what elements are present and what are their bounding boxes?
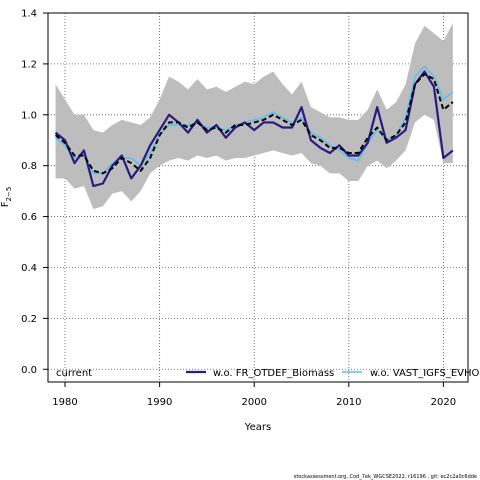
y-axis-title-main: F xyxy=(0,201,11,207)
series-lines xyxy=(54,65,454,188)
x-tick-label: 1990 xyxy=(147,397,172,408)
x-tick-label: 2020 xyxy=(431,397,456,408)
y-tick-label: 0.6 xyxy=(21,212,37,223)
plot-frame xyxy=(47,12,469,383)
confidence-band xyxy=(55,23,453,209)
y-tick-label: 0.0 xyxy=(21,365,37,376)
legend: current w.o. FR_OTDEF_Biomass w.o. VAST_… xyxy=(56,368,480,379)
y-tick-label: 0.4 xyxy=(21,263,37,274)
y-axis-title: F2−5 xyxy=(0,187,13,208)
y-tick-label: 0.2 xyxy=(21,314,37,325)
y-tick-label: 1.0 xyxy=(21,110,37,121)
x-tick-label: 1980 xyxy=(52,397,77,408)
x-tick-label: 2000 xyxy=(241,397,266,408)
y-tick-label: 0.8 xyxy=(21,161,37,172)
y-tick-label: 1.2 xyxy=(21,59,37,70)
x-axis: 1980 1990 2000 2010 2020 xyxy=(52,382,456,408)
legend-item-fr-otdef: w.o. FR_OTDEF_Biomass xyxy=(213,368,334,379)
x-axis-title: Years xyxy=(244,422,271,433)
footer-credit: stockassessment.org, Cod_7ek_WGCSE2022, … xyxy=(294,474,477,480)
series-line-current xyxy=(54,73,454,175)
y-axis-title-sub: 2−5 xyxy=(5,187,13,202)
confidence-band-area xyxy=(55,23,453,209)
series-line-fr-otdef xyxy=(54,70,454,188)
y-tick-label: 1.4 xyxy=(21,9,37,20)
legend-item-current: current xyxy=(56,368,92,379)
y-axis: 0.0 0.2 0.4 0.6 0.8 1.0 1.2 1.4 xyxy=(21,9,48,376)
legend-item-vast-igfs: w.o. VAST_IGFS_EVHOE xyxy=(370,368,480,379)
x-tick-label: 2010 xyxy=(336,397,361,408)
svg-text:F2−5: F2−5 xyxy=(0,187,13,208)
